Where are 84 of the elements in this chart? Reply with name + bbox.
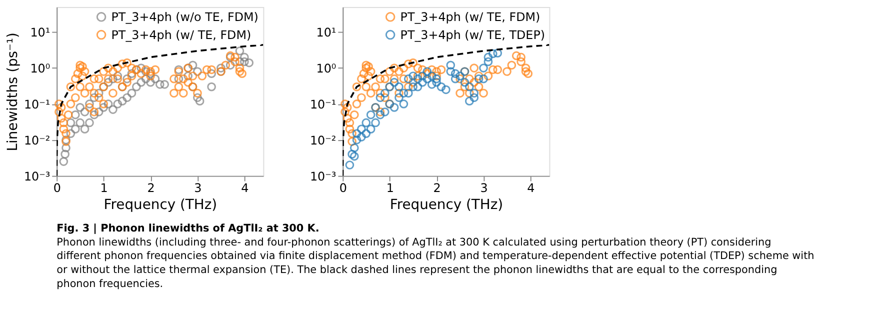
y-tick-label: 10⁻¹ [310, 97, 336, 112]
y-tick-label: 10⁰ [30, 61, 50, 76]
point [442, 85, 450, 94]
point [376, 110, 385, 120]
point [371, 118, 380, 128]
point [450, 69, 460, 78]
point [446, 67, 456, 76]
point [352, 135, 362, 144]
x-tick-label: 3 [480, 181, 488, 196]
point [479, 64, 488, 72]
point [362, 118, 371, 128]
point [422, 74, 432, 84]
point [484, 57, 493, 66]
point [413, 82, 422, 92]
x-tick-label: 1 [386, 181, 394, 196]
x-tick-label: 0 [53, 181, 61, 196]
point [390, 103, 399, 112]
y-tick-label: 10⁰ [316, 61, 336, 76]
point [357, 124, 366, 134]
point [432, 78, 441, 87]
point [460, 78, 470, 87]
point [366, 110, 376, 120]
x-tick-label: 1 [100, 181, 108, 196]
y-tick-label: 10⁻¹ [24, 97, 50, 112]
point [464, 82, 474, 92]
y-tick-label: 10⁻³ [310, 169, 336, 184]
point [408, 82, 418, 92]
point [456, 72, 464, 80]
x-axis-title: Frequency (THz) [390, 197, 504, 214]
point [352, 129, 362, 138]
point [470, 88, 479, 98]
point [418, 72, 427, 80]
point [479, 74, 488, 84]
x-tick-label: 4 [527, 181, 535, 196]
y-tick-label: 10⁻³ [24, 169, 50, 184]
point [350, 143, 359, 152]
x-tick-label: 2 [147, 181, 155, 196]
point [380, 88, 390, 98]
point [427, 80, 436, 89]
point [404, 88, 413, 98]
point [390, 78, 399, 87]
legend-label: PT_3+4ph (w/ TE, FDM) [400, 10, 540, 24]
point [493, 48, 502, 58]
point [362, 129, 371, 138]
legend-label: PT_3+4ph (w/ TE, FDM) [111, 28, 252, 42]
point [413, 74, 422, 84]
y-tick-label: 10⁻² [310, 133, 336, 148]
x-tick-label: 2 [433, 181, 441, 196]
x-tick-label: 0 [339, 181, 347, 196]
point [399, 88, 408, 98]
legend-label: PT_3+4ph (w/ TE, TDEP) [400, 28, 546, 42]
point [357, 132, 366, 142]
point [394, 82, 404, 92]
x-tick-label: 4 [241, 181, 249, 196]
y-tick-label: 10¹ [30, 26, 50, 40]
y-axis-title: Linewidths (ps⁻¹) [4, 32, 21, 152]
point [348, 150, 356, 159]
legend-label: PT_3+4ph (w/o TE, FDM) [111, 10, 258, 24]
point [432, 74, 441, 84]
point [427, 72, 436, 80]
point [380, 108, 390, 116]
point [345, 160, 354, 170]
x-axis-title: Frequency (THz) [104, 197, 218, 214]
y-tick-label: 10⁻² [24, 133, 50, 148]
point [474, 74, 484, 84]
point [464, 96, 474, 106]
point [446, 60, 456, 70]
x-tick-label: 3 [194, 181, 202, 196]
point [366, 124, 376, 134]
point [484, 52, 493, 62]
caption: Fig. 3 | Phonon linewidths of AgTlI₂ at 300 K. [56, 222, 320, 234]
point [450, 74, 460, 84]
point [404, 74, 413, 84]
point [418, 78, 427, 87]
point [470, 93, 479, 102]
point [408, 72, 418, 80]
text: Phonon linewidths (including three- and four-phonon scatterings) of AgTlI₂ at 300 K calculated using perturbation theory (PT) considering different phonon frequencies obtained via finite displacement method (FDM) and temperature-dependent effective potential (TDEP) scheme with or without the lattice thermal expansion (TE). The black dashed lines represent the phonon linewidths that are equal to the corresponding phonon frequencies. [56, 236, 814, 290]
point [376, 93, 385, 102]
point [399, 100, 408, 108]
point [394, 93, 404, 102]
point [350, 152, 359, 161]
point [488, 49, 498, 58]
point [436, 82, 446, 92]
y-tick-label: 10¹ [316, 26, 336, 40]
